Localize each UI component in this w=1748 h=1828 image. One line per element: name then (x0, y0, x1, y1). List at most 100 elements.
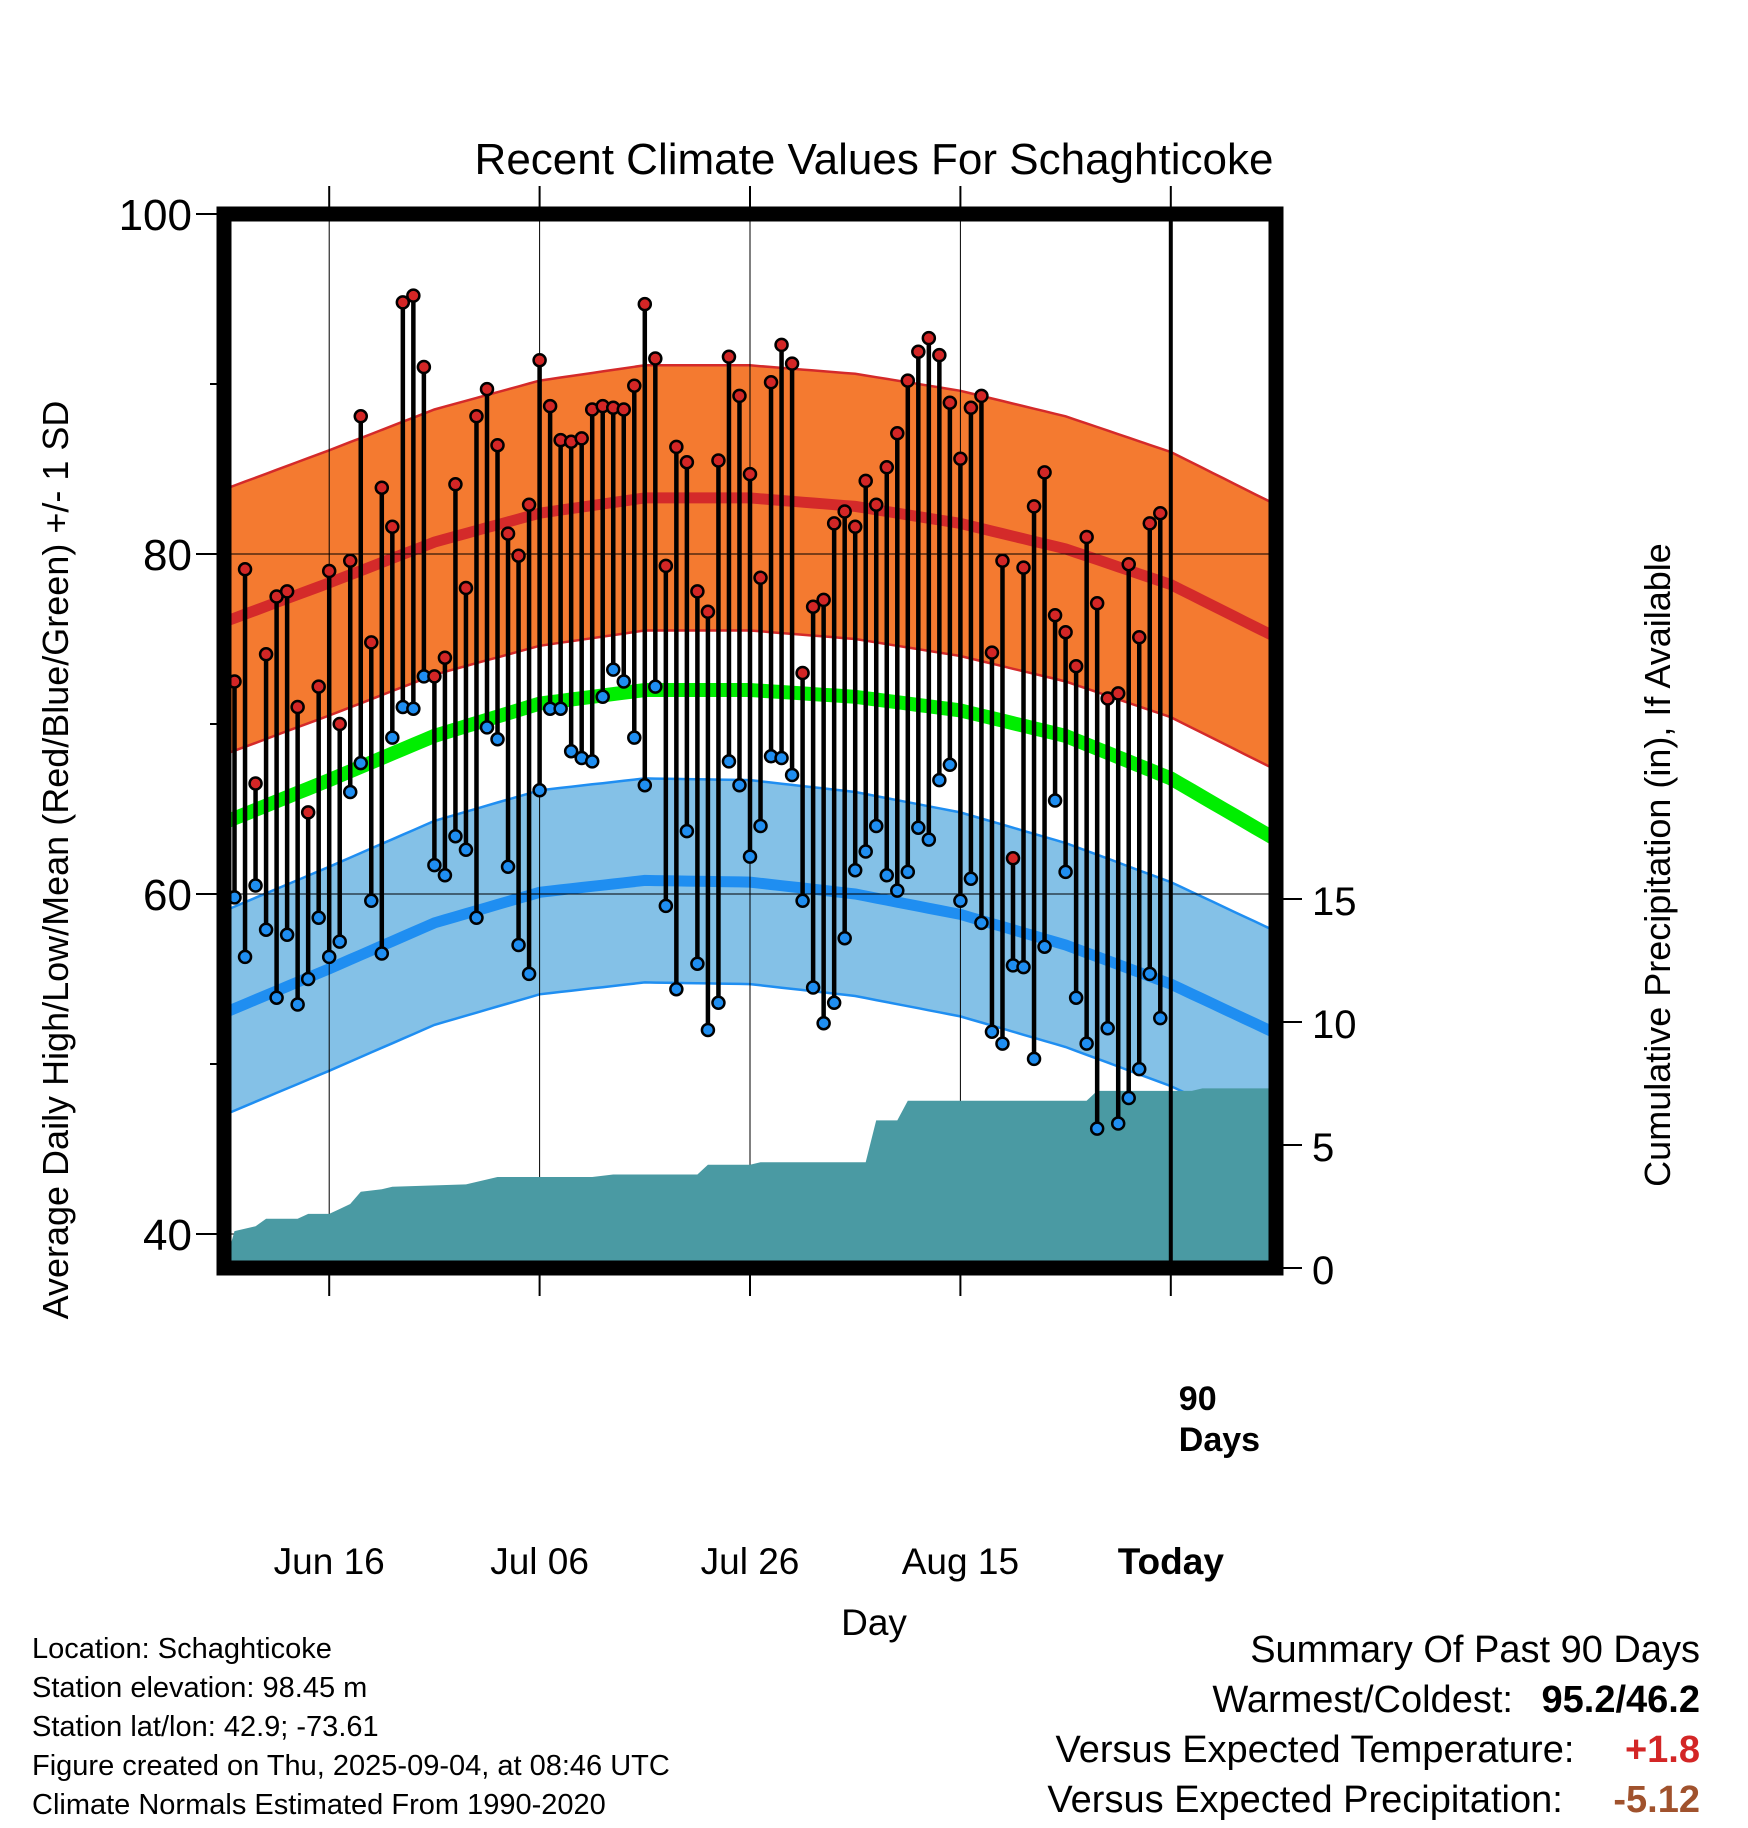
y2-axis-label: Cumulative Precipitation (in), If Availa… (1637, 543, 1678, 1187)
daily-low-point (1058, 864, 1073, 880)
daily-low-point (300, 971, 316, 987)
daily-low-point (648, 679, 663, 694)
daily-low-point (732, 777, 747, 793)
warm-cold-label: Warmest/Coldest: (1212, 1679, 1513, 1721)
daily-high-point (1121, 556, 1136, 572)
daily-high-point (879, 460, 895, 475)
daily-low-point (690, 956, 705, 971)
daily-low-point (279, 927, 295, 943)
daily-high-point (921, 330, 937, 346)
daily-low-point (1121, 1090, 1136, 1106)
daily-high-point (300, 805, 316, 820)
daily-high-point (900, 373, 916, 388)
daily-high-point (248, 776, 263, 791)
daily-high-point (795, 665, 810, 681)
today-marker-label: Days (1179, 1421, 1260, 1459)
daily-high-point (469, 409, 484, 424)
daily-high-point (427, 669, 442, 684)
summary-heading: Summary Of Past 90 Days (1250, 1629, 1700, 1671)
daily-high-point (521, 497, 537, 512)
daily-high-point (858, 473, 873, 489)
temp-value: +1.8 (1624, 1729, 1700, 1771)
daily-low-point (258, 922, 274, 937)
daily-high-point (279, 584, 295, 599)
daily-high-point (353, 409, 369, 424)
daily-high-point (837, 504, 852, 519)
daily-high-point (1153, 505, 1168, 521)
daily-low-point (479, 720, 495, 735)
daily-low-point (269, 990, 284, 1005)
station-info: Location: Schaghticoke Station elevation… (32, 1630, 670, 1825)
daily-low-point (490, 732, 505, 747)
daily-low-point (700, 1022, 716, 1038)
daily-low-point (248, 878, 263, 893)
latlon-text: Station lat/lon: 42.9; -73.61 (32, 1711, 379, 1743)
daily-high-point (753, 570, 768, 586)
daily-high-point (805, 599, 821, 614)
daily-stems (221, 295, 1163, 1129)
daily-low-point (721, 754, 737, 769)
daily-high-point (816, 592, 831, 608)
daily-low-point (553, 701, 568, 716)
daily-low-point (1110, 1116, 1126, 1131)
daily-low-point (816, 1015, 831, 1031)
location-text: Location: Schaghticoke (32, 1633, 332, 1665)
daily-low-point (448, 828, 463, 844)
daily-high-point (1131, 630, 1147, 645)
daily-high-point (826, 516, 842, 531)
daily-high-point (416, 359, 432, 375)
daily-high-point (1037, 465, 1052, 480)
daily-low-point (1068, 990, 1084, 1005)
daily-low-point (1016, 959, 1031, 975)
daily-high-point (774, 337, 789, 353)
daily-high-point (1047, 607, 1063, 623)
daily-high-point (237, 562, 253, 577)
daily-low-point (500, 859, 516, 875)
daily-high-point (784, 356, 800, 371)
daily-low-point (847, 862, 863, 878)
daily-low-point (1131, 1061, 1147, 1077)
daily-low-point (321, 949, 337, 965)
cumulative-precip-area (224, 1088, 1276, 1268)
daily-low-point (1079, 1036, 1094, 1051)
daily-high-point (890, 426, 905, 441)
y-tick-label: 100 (119, 191, 192, 240)
daily-high-point (542, 398, 558, 414)
daily-high-point (311, 679, 326, 694)
daily-low-point (805, 980, 821, 995)
daily-low-point (679, 823, 695, 839)
daily-low-point (458, 842, 474, 858)
daily-low-point (385, 730, 400, 745)
daily-low-point (911, 820, 926, 835)
daily-high-point (1058, 624, 1073, 640)
daily-high-point (616, 402, 632, 417)
daily-low-point (784, 767, 800, 783)
x-tick-label: Today (1118, 1541, 1225, 1582)
daily-high-point (406, 288, 421, 303)
daily-high-point (1089, 596, 1105, 611)
daily-low-point (974, 915, 989, 931)
daily-low-point (427, 857, 442, 873)
daily-high-point (258, 647, 274, 662)
daily-low-point (311, 910, 326, 926)
y2-tick-label: 5 (1312, 1126, 1334, 1170)
daily-high-point (669, 439, 684, 455)
x-tick-label: Jun 16 (274, 1541, 385, 1582)
x-axis-label: Day (841, 1602, 907, 1643)
summary-warm-cold: Warmest/Coldest: 95.2/46.2 (1047, 1675, 1700, 1725)
daily-high-point (953, 451, 968, 467)
daily-high-point (437, 650, 453, 665)
daily-high-point (721, 349, 737, 365)
daily-low-point (900, 864, 916, 880)
daily-low-point (521, 966, 537, 982)
daily-high-point (648, 351, 663, 366)
daily-low-point (858, 844, 873, 859)
created-text: Figure created on Thu, 2025-09-04, at 08… (32, 1750, 670, 1782)
axes: 40 60 80 100 0 5 10 15 Jun 16 Jul 06 Jul 26 Aug 15 T… (119, 186, 1357, 1582)
today-marker-label: 90 (1179, 1380, 1217, 1418)
precip-area (224, 1088, 1276, 1268)
daily-low-point (942, 757, 958, 773)
y-tick-label: 40 (143, 1211, 192, 1260)
daily-high-point (532, 352, 547, 368)
